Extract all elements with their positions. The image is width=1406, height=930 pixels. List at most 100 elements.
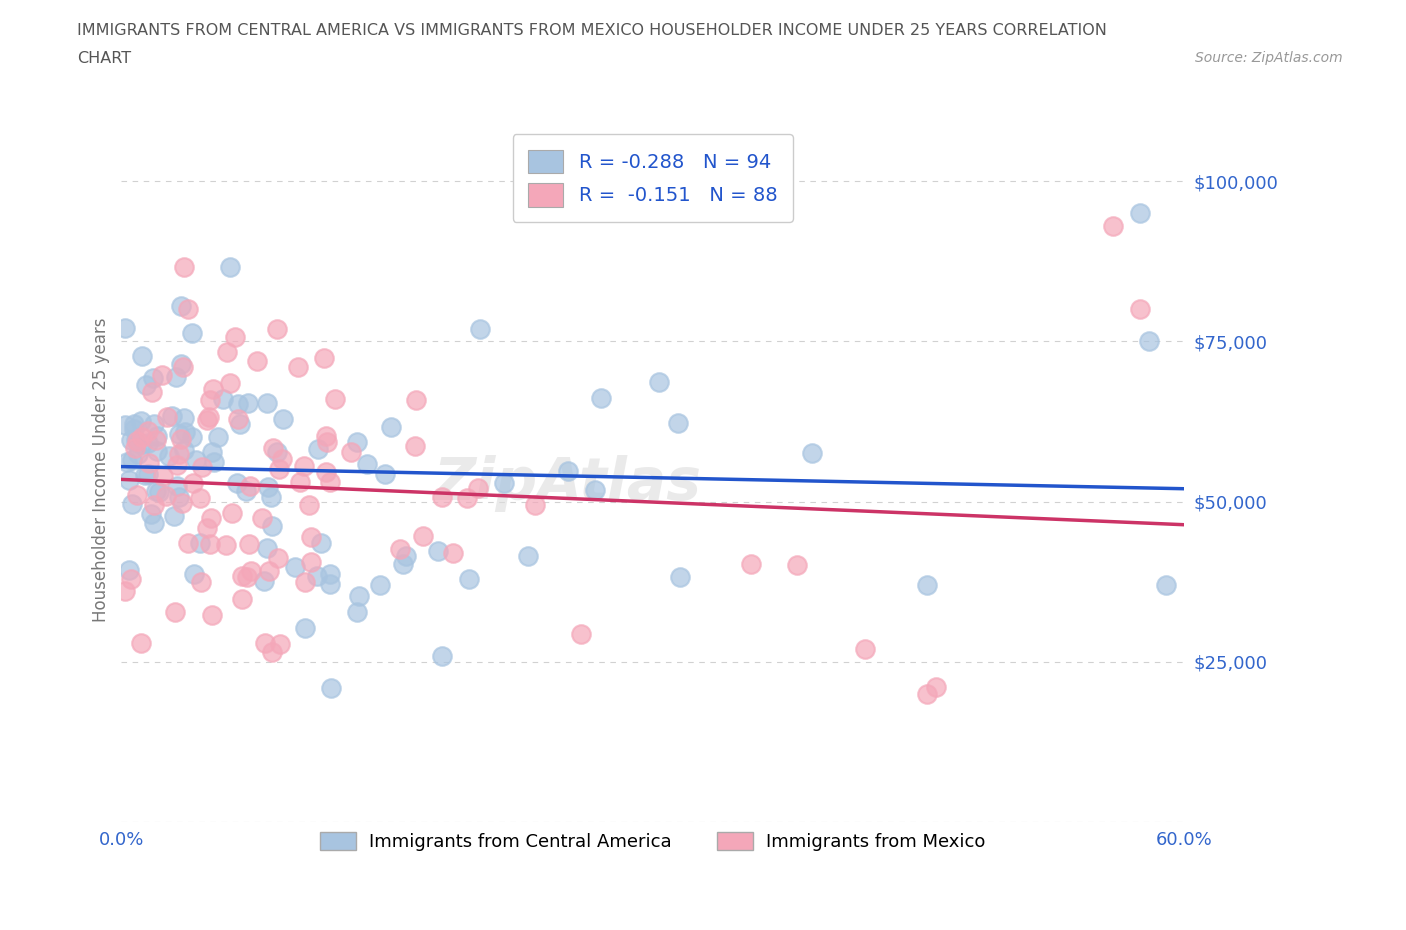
- Point: [271, 412, 294, 427]
- Point: [170, 432, 193, 446]
- Point: [301, 555, 323, 570]
- Point: [167, 489, 190, 504]
- Y-axis label: Householder Income Under 25 years: Householder Income Under 25 years: [93, 317, 110, 622]
- Point: [318, 474, 340, 489]
- Point: [188, 536, 211, 551]
- Point: [231, 568, 253, 583]
- Point: [115, 454, 138, 469]
- Point: [163, 509, 186, 524]
- Point: [340, 445, 363, 459]
- Point: [246, 353, 269, 368]
- Text: Source: ZipAtlas.com: Source: ZipAtlas.com: [1195, 51, 1343, 65]
- Point: [165, 369, 187, 384]
- Point: [740, 557, 762, 572]
- Point: [236, 570, 259, 585]
- Point: [141, 507, 163, 522]
- Point: [318, 577, 340, 591]
- Point: [801, 445, 824, 460]
- Point: [219, 259, 242, 274]
- Point: [180, 326, 202, 340]
- Point: [121, 453, 143, 468]
- Point: [173, 259, 195, 274]
- Point: [195, 521, 218, 536]
- Point: [647, 374, 669, 389]
- Point: [174, 425, 197, 440]
- Point: [290, 474, 312, 489]
- Point: [138, 456, 160, 471]
- Point: [125, 433, 148, 448]
- Point: [157, 448, 180, 463]
- Point: [254, 636, 277, 651]
- Point: [173, 410, 195, 425]
- Point: [315, 435, 337, 450]
- Point: [374, 467, 396, 482]
- Point: [395, 549, 418, 564]
- Point: [181, 476, 204, 491]
- Point: [188, 491, 211, 506]
- Point: [250, 511, 273, 525]
- Point: [148, 485, 170, 499]
- Point: [315, 429, 337, 444]
- Point: [135, 377, 157, 392]
- Point: [235, 484, 257, 498]
- Point: [267, 551, 290, 565]
- Point: [202, 381, 225, 396]
- Point: [122, 417, 145, 432]
- Point: [198, 409, 221, 424]
- Point: [569, 627, 592, 642]
- Point: [323, 392, 346, 406]
- Point: [202, 455, 225, 470]
- Point: [122, 422, 145, 437]
- Point: [145, 432, 167, 447]
- Point: [294, 575, 316, 590]
- Point: [142, 417, 165, 432]
- Point: [266, 322, 288, 337]
- Point: [124, 441, 146, 456]
- Point: [141, 385, 163, 400]
- Point: [467, 480, 489, 495]
- Point: [121, 497, 143, 512]
- Point: [152, 468, 174, 483]
- Point: [925, 680, 948, 695]
- Point: [120, 572, 142, 587]
- Point: [470, 321, 492, 336]
- Point: [262, 518, 284, 533]
- Point: [197, 413, 219, 428]
- Point: [166, 458, 188, 472]
- Point: [114, 583, 136, 598]
- Point: [236, 395, 259, 410]
- Point: [138, 435, 160, 450]
- Point: [319, 566, 342, 581]
- Point: [215, 345, 238, 360]
- Point: [315, 464, 337, 479]
- Point: [786, 558, 808, 573]
- Point: [167, 446, 190, 461]
- Point: [146, 444, 169, 458]
- Point: [134, 468, 156, 483]
- Point: [915, 578, 938, 592]
- Point: [915, 686, 938, 701]
- Point: [228, 397, 250, 412]
- Point: [240, 564, 263, 578]
- Point: [181, 430, 204, 445]
- Point: [224, 329, 246, 344]
- Point: [131, 430, 153, 445]
- Point: [170, 299, 193, 313]
- Point: [430, 648, 453, 663]
- Point: [131, 436, 153, 451]
- Point: [118, 472, 141, 487]
- Point: [262, 441, 284, 456]
- Point: [456, 490, 478, 505]
- Point: [257, 564, 280, 578]
- Point: [309, 536, 332, 551]
- Point: [516, 549, 538, 564]
- Point: [1102, 219, 1125, 233]
- Point: [430, 489, 453, 504]
- Point: [165, 604, 187, 619]
- Point: [346, 604, 368, 619]
- Point: [172, 496, 194, 511]
- Point: [200, 445, 222, 459]
- Point: [177, 536, 200, 551]
- Point: [405, 392, 427, 407]
- Point: [256, 540, 278, 555]
